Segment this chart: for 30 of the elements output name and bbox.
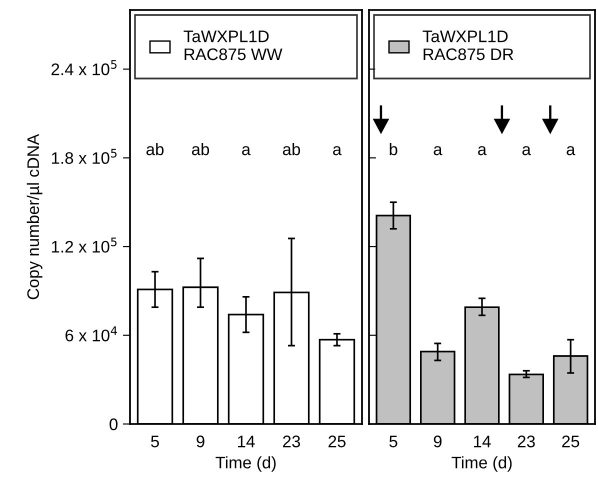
annotation: b bbox=[390, 142, 398, 156]
annotation: ab bbox=[282, 142, 300, 156]
annotation: ab bbox=[146, 142, 164, 156]
y-tick-label: 0 bbox=[110, 418, 118, 430]
y-tick-label: 1.8 x 10$^{5}$ bbox=[52, 148, 117, 164]
y-tick-label: 2.4 x 10$^{5}$ bbox=[52, 60, 117, 76]
y-tick-label: 6 x 10$^{4}$ bbox=[66, 326, 118, 342]
annotation: a bbox=[333, 146, 342, 156]
x-tick-label: 25 bbox=[328, 436, 346, 448]
annotation: a bbox=[566, 146, 576, 156]
x-tick-label: 9 bbox=[196, 436, 204, 448]
x-axis-title: Time (d) bbox=[216, 456, 276, 472]
x-axis-title: Time (d) bbox=[452, 456, 512, 472]
y-tick-label: 1.2 x 10$^{5}$ bbox=[52, 238, 117, 253]
annotation: ab bbox=[192, 142, 210, 156]
x-tick-label: 14 bbox=[238, 436, 255, 448]
x-tick-label: 5 bbox=[389, 436, 398, 448]
annotation: a bbox=[522, 146, 531, 156]
annotation: a bbox=[242, 146, 251, 156]
y-axis-title: Copy number/µl cDNA bbox=[26, 134, 42, 300]
x-tick-label: 14 bbox=[474, 436, 491, 448]
legend-label: TaWXPL1D RAC875 DR bbox=[422, 30, 514, 60]
annotation: a bbox=[434, 146, 442, 156]
annotation: a bbox=[478, 146, 487, 156]
legend-label: TaWXPL1D RAC875 WW bbox=[184, 30, 282, 60]
x-tick-label: 9 bbox=[434, 436, 442, 448]
x-tick-label: 23 bbox=[283, 436, 300, 448]
x-tick-label: 5 bbox=[151, 436, 159, 448]
x-tick-label: 25 bbox=[562, 436, 580, 448]
x-tick-label: 23 bbox=[518, 436, 535, 448]
